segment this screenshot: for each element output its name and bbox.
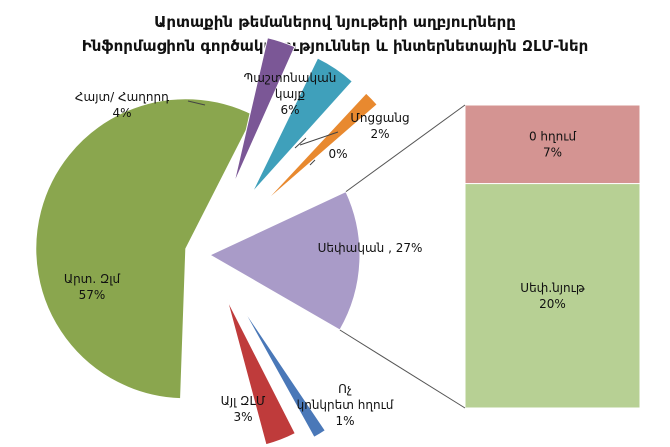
pie-slices xyxy=(35,37,378,446)
leader-line xyxy=(309,159,316,166)
breakdown-bar xyxy=(464,104,641,409)
pie-slice xyxy=(251,57,354,194)
pie-slice xyxy=(263,92,378,204)
leader-line xyxy=(294,137,307,149)
slice-label: Հայտ/ Հաղորդ 4% xyxy=(75,90,169,120)
pie-slice xyxy=(240,305,326,439)
pie-slice xyxy=(226,299,296,446)
slice-label: Արտ. Զլմ 57% xyxy=(64,272,121,302)
bar-segment xyxy=(464,183,641,409)
pie-slice xyxy=(35,98,255,400)
leader-line xyxy=(187,100,206,106)
bar-segment xyxy=(464,104,641,185)
pie-slice xyxy=(233,37,296,185)
bar-segment-label: 0 հղում 7% xyxy=(529,129,576,159)
leader-line xyxy=(299,131,339,146)
pie-slice xyxy=(208,190,361,331)
connector-line xyxy=(339,329,466,409)
slice-label: Մոցցանց 2% xyxy=(350,111,409,141)
slice-label: Սեփական , 27% xyxy=(318,241,423,255)
chart-subtitle: Ինֆորմացիոն գործակալություններ և ինտերնե… xyxy=(82,37,588,55)
slice-label: Պաշտոնական կայք 6% xyxy=(244,71,337,117)
slice-label: Այլ ԶԼՄ 3% xyxy=(221,394,266,424)
data-labels: Արտ. Զլմ 57% Սեփական , 27% Ոչ կոնկրետ հղում 1… xyxy=(64,71,585,428)
slice-label: Ոչ կոնկրետ հղում 1% xyxy=(297,382,394,428)
slice-label: 0% xyxy=(328,147,347,161)
bar-segment-label: Սեփ.նյութ 20% xyxy=(520,281,585,311)
connector-line xyxy=(345,104,466,193)
connector-lines xyxy=(187,100,466,409)
chart-title: Արտաքին թեմաներով նյութերի աղբյուրները xyxy=(154,13,516,31)
